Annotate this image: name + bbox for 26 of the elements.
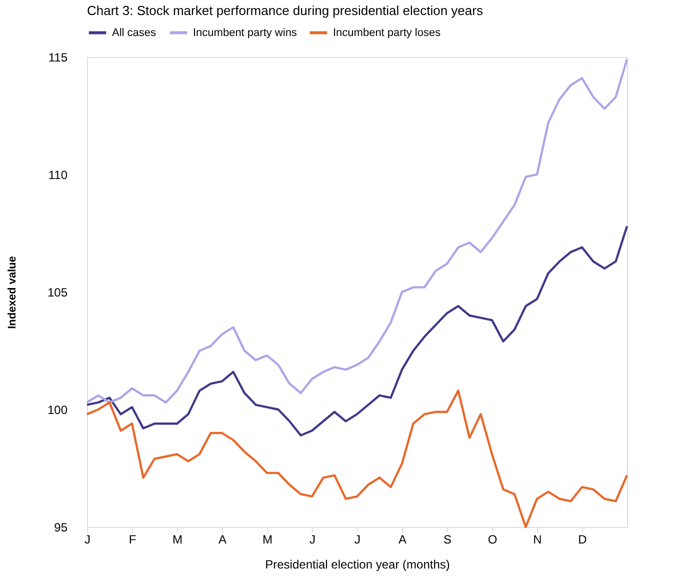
x-tick-label: A xyxy=(218,532,227,546)
line-series xyxy=(86,58,628,404)
x-tick-label: J xyxy=(310,532,316,546)
y-tick-label: 110 xyxy=(48,168,68,182)
x-tick-label: S xyxy=(443,532,452,546)
y-axis-title: Indexed value xyxy=(6,256,18,329)
x-tick-label: M xyxy=(172,532,182,546)
x-tick-label: F xyxy=(128,532,136,546)
x-tick-label: J xyxy=(354,532,360,546)
y-tick-label: 115 xyxy=(48,50,68,64)
x-tick-label: A xyxy=(398,532,407,546)
legend-label: All cases xyxy=(112,26,157,39)
x-tick-label: M xyxy=(262,532,272,546)
legend-label: Incumbent party loses xyxy=(333,26,442,39)
line-series xyxy=(86,225,628,436)
y-tick-label: 100 xyxy=(47,403,68,417)
chart-title: Chart 3: Stock market performance during presidential election years xyxy=(87,3,484,18)
line-series xyxy=(86,390,628,528)
x-tick-label: D xyxy=(578,532,588,546)
legend-label: Incumbent party wins xyxy=(193,26,298,39)
y-tick-label: 95 xyxy=(54,520,68,534)
x-axis-title: Presidential election year (months) xyxy=(265,558,450,572)
y-tick-label: 105 xyxy=(47,286,68,300)
x-tick-label: O xyxy=(488,532,498,546)
x-tick-label: N xyxy=(533,532,542,546)
x-tick-label: J xyxy=(84,532,90,546)
